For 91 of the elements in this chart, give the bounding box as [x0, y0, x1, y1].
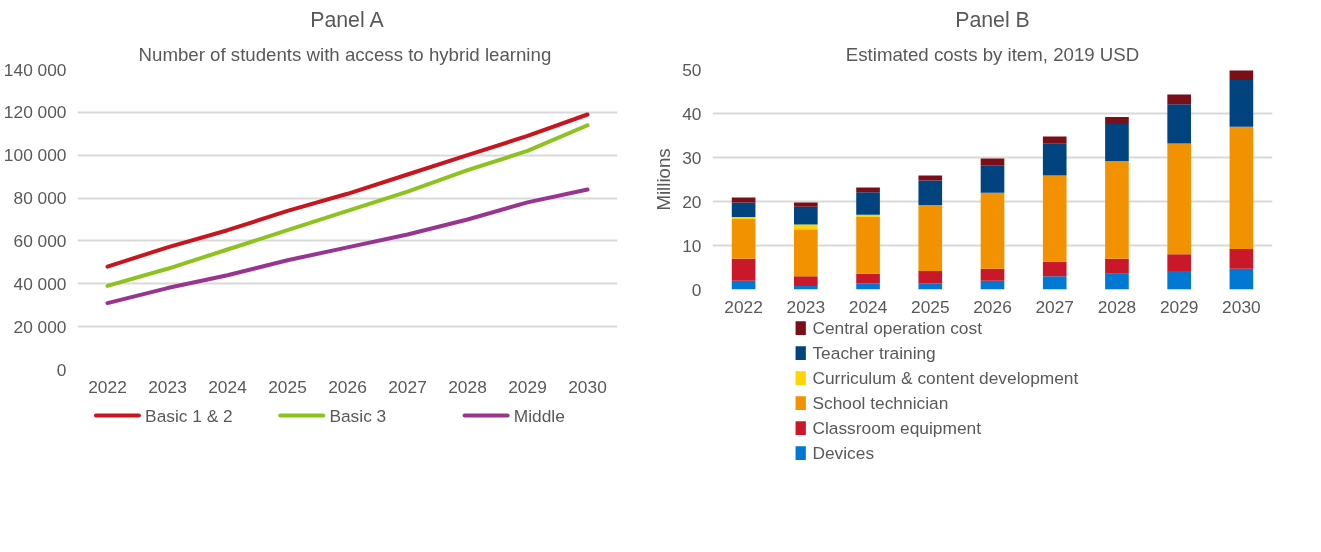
y-tick-label: 140 000 — [3, 59, 67, 80]
y-axis-title: Millions — [653, 148, 675, 211]
bar — [980, 268, 1005, 281]
y-tick-label: 120 000 — [3, 102, 67, 123]
bar — [1229, 70, 1254, 81]
chart-title: Panel A — [310, 7, 385, 32]
x-tick-label: 2025 — [268, 376, 307, 397]
legend-label: Middle — [513, 405, 565, 426]
bar — [980, 192, 1005, 269]
legend-label: Curriculum & content development — [812, 368, 1079, 388]
line-series — [105, 123, 590, 288]
legend-label: Basic 1 & 2 — [145, 405, 233, 426]
x-tick-label: 2022 — [88, 376, 127, 397]
y-tick-label: 80 000 — [13, 188, 67, 209]
bar — [856, 192, 880, 215]
bar — [1042, 175, 1067, 262]
x-tick-label: 2028 — [448, 376, 487, 397]
bar — [1167, 143, 1191, 255]
legend-label: School technician — [812, 393, 949, 413]
bar — [1167, 104, 1191, 144]
bar — [1105, 124, 1129, 162]
bar — [918, 271, 943, 284]
x-tick-label: 2030 — [1222, 296, 1261, 317]
bar — [1042, 136, 1067, 144]
chart-subtitle: Estimated costs by item, 2019 USD — [845, 43, 1140, 65]
legend-label: Central operation cost — [812, 318, 983, 338]
y-tick-label: 100 000 — [3, 145, 67, 166]
x-tick-label: 2027 — [388, 376, 427, 397]
x-tick-label: 2026 — [973, 296, 1012, 317]
bar — [856, 216, 880, 274]
bar — [1167, 271, 1191, 290]
x-tick-label: 2024 — [848, 296, 888, 317]
bar — [1105, 258, 1129, 274]
bar — [918, 180, 943, 206]
bar — [731, 219, 756, 259]
bar — [856, 283, 880, 290]
y-tick-label: 40 — [682, 103, 702, 124]
x-tick-label: 2027 — [1035, 296, 1075, 317]
line-series — [105, 112, 590, 269]
y-tick-label: 40 000 — [13, 273, 67, 294]
x-tick-label: 2029 — [508, 376, 547, 397]
bar — [794, 229, 818, 277]
bar — [1167, 94, 1191, 105]
bar — [856, 214, 880, 217]
x-tick-label: 2030 — [568, 376, 607, 397]
chart-title: Panel B — [955, 7, 1030, 32]
y-tick-label: 20 — [682, 191, 702, 212]
y-tick-label: 30 — [682, 147, 702, 168]
bar — [1229, 268, 1254, 290]
y-tick-label: 50 — [682, 59, 702, 80]
y-tick-label: 0 — [56, 359, 67, 380]
bar — [918, 283, 943, 290]
bar — [1229, 249, 1254, 269]
y-tick-label: 10 — [682, 235, 702, 256]
bar — [1105, 117, 1129, 125]
bar — [856, 187, 880, 193]
x-tick-label: 2026 — [328, 376, 367, 397]
x-tick-label: 2022 — [724, 296, 763, 317]
bar — [794, 224, 818, 230]
bar — [794, 276, 818, 286]
bar — [1042, 276, 1067, 290]
legend-label: Classroom equipment — [812, 418, 982, 438]
bar — [1167, 254, 1191, 272]
bar — [794, 202, 818, 207]
x-tick-label: 2024 — [208, 376, 248, 397]
x-tick-label: 2023 — [786, 296, 826, 317]
bar — [856, 273, 880, 284]
bar — [980, 158, 1005, 166]
y-tick-label: 20 000 — [13, 316, 67, 337]
bar — [1105, 273, 1129, 290]
legend-label: Basic 3 — [329, 405, 387, 426]
bar — [731, 258, 756, 281]
bar — [980, 165, 1005, 193]
chart-subtitle: Number of students with access to hybrid learning — [138, 43, 552, 65]
x-tick-label: 2028 — [1097, 296, 1137, 317]
y-tick-label: 0 — [691, 279, 702, 300]
y-tick-label: 60 000 — [13, 230, 67, 251]
x-tick-label: 2029 — [1159, 296, 1199, 317]
x-tick-label: 2025 — [911, 296, 950, 317]
legend-label: Teacher training — [812, 343, 936, 363]
bar — [918, 205, 943, 272]
bar — [731, 202, 756, 217]
bar — [1229, 80, 1254, 127]
bar — [1042, 261, 1067, 277]
bar — [1229, 126, 1254, 250]
bar — [794, 206, 818, 225]
x-tick-label: 2023 — [148, 376, 187, 397]
bar — [1042, 143, 1067, 176]
line-series — [105, 187, 590, 306]
bar — [1105, 161, 1129, 259]
legend-label: Devices — [812, 443, 875, 463]
